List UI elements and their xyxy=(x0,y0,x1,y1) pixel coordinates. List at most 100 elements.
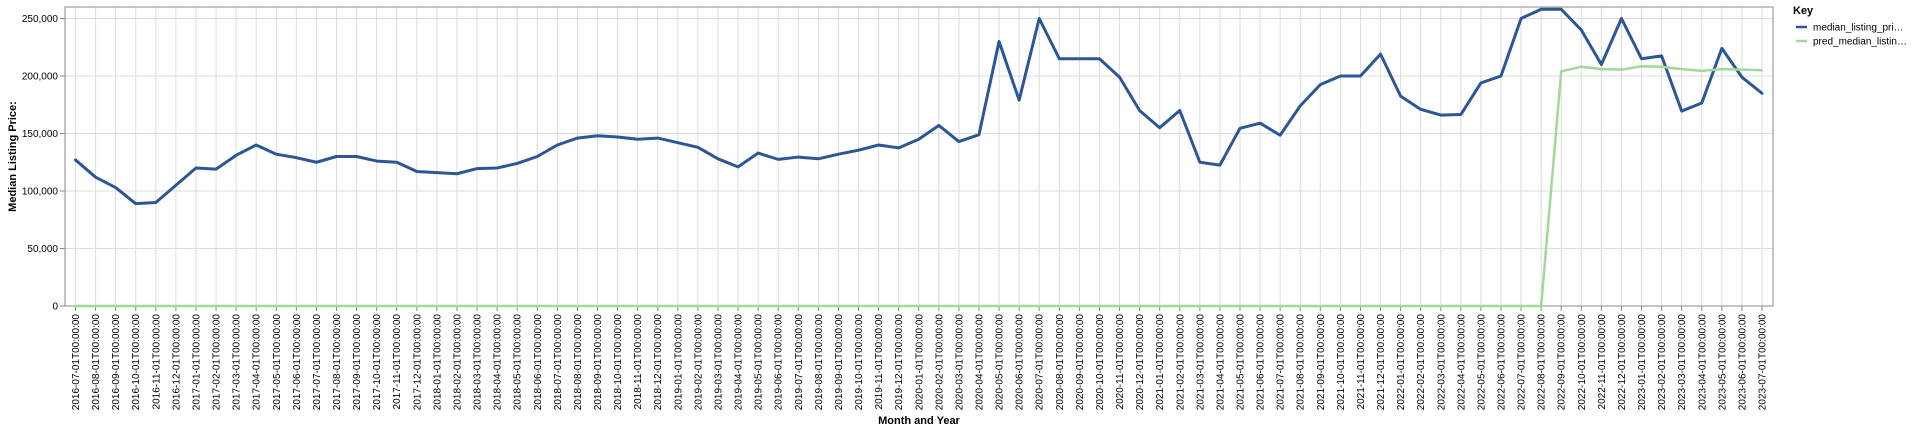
x-tick-label: 2019-09-01T00:00:00 xyxy=(834,314,845,411)
x-tick-label: 2016-12-01T00:00:00 xyxy=(171,314,182,411)
x-tick-label: 2021-06-01T00:00:00 xyxy=(1256,314,1267,411)
x-tick-label: 2018-09-01T00:00:00 xyxy=(593,314,604,411)
x-axis-ticks: 2016-07-01T00:00:00 2016-08-01T00:00:00 20… xyxy=(71,306,1769,410)
x-tick-label: 2023-01-01T00:00:00 xyxy=(1637,314,1648,411)
series-line-1 xyxy=(74,7,1764,206)
x-tick-label: 2021-10-01T00:00:00 xyxy=(1336,314,1347,411)
x-tick-label: 2020-12-01T00:00:00 xyxy=(1135,314,1146,411)
gridlines xyxy=(65,7,1773,307)
x-tick-label: 2018-04-01T00:00:00 xyxy=(493,314,504,411)
x-tick-label: 2019-02-01T00:00:00 xyxy=(693,314,704,411)
x-tick-label: 2018-01-01T00:00:00 xyxy=(432,314,443,411)
x-tick-label: 2022-03-01T00:00:00 xyxy=(1436,314,1447,411)
y-tick-label: 200,000 xyxy=(22,72,59,83)
x-tick-label: 2017-09-01T00:00:00 xyxy=(352,314,363,411)
x-tick-label: 2020-03-01T00:00:00 xyxy=(954,314,965,411)
x-tick-label: 2020-07-01T00:00:00 xyxy=(1035,314,1046,411)
x-tick-label: 2020-04-01T00:00:00 xyxy=(974,314,985,411)
x-tick-label: 2018-02-01T00:00:00 xyxy=(452,314,463,411)
x-axis-title: Month and Year xyxy=(878,415,960,427)
x-tick-label: 2018-08-01T00:00:00 xyxy=(573,314,584,411)
x-tick-label: 2022-09-01T00:00:00 xyxy=(1557,314,1568,411)
x-tick-label: 2022-01-01T00:00:00 xyxy=(1396,314,1407,411)
x-tick-label: 2016-10-01T00:00:00 xyxy=(131,314,142,411)
x-tick-label: 2021-09-01T00:00:00 xyxy=(1316,314,1327,411)
x-tick-label: 2020-11-01T00:00:00 xyxy=(1115,314,1126,410)
x-tick-label: 2019-03-01T00:00:00 xyxy=(713,314,724,411)
x-tick-label: 2019-06-01T00:00:00 xyxy=(774,314,785,411)
x-tick-label: 2020-05-01T00:00:00 xyxy=(995,314,1006,411)
y-tick-label: 0 xyxy=(52,302,58,313)
x-tick-label: 2022-12-01T00:00:00 xyxy=(1617,314,1628,411)
x-tick-label: 2022-06-01T00:00:00 xyxy=(1496,314,1507,411)
x-tick-label: 2022-10-01T00:00:00 xyxy=(1577,314,1588,411)
x-tick-label: 2023-06-01T00:00:00 xyxy=(1737,314,1748,411)
x-tick-label: 2020-09-01T00:00:00 xyxy=(1075,314,1086,411)
x-tick-label: 2017-06-01T00:00:00 xyxy=(292,314,303,411)
x-tick-label: 2021-08-01T00:00:00 xyxy=(1296,314,1307,411)
x-tick-label: 2017-01-01T00:00:00 xyxy=(191,314,202,411)
x-tick-label: 2022-05-01T00:00:00 xyxy=(1476,314,1487,411)
x-tick-label: 2022-02-01T00:00:00 xyxy=(1416,314,1427,411)
legend-label: median_listing_pri… xyxy=(1813,23,1904,34)
x-tick-label: 2017-11-01T00:00:00 xyxy=(392,314,403,410)
x-tick-label: 2017-10-01T00:00:00 xyxy=(372,314,383,411)
legend-label: pred_median_listin… xyxy=(1813,37,1907,48)
series-line-2 xyxy=(74,64,1764,308)
x-tick-label: 2017-05-01T00:00:00 xyxy=(272,314,283,411)
y-tick-label: 100,000 xyxy=(22,187,59,198)
x-tick-label: 2018-06-01T00:00:00 xyxy=(533,314,544,411)
x-tick-label: 2023-02-01T00:00:00 xyxy=(1657,314,1668,411)
x-tick-label: 2022-07-01T00:00:00 xyxy=(1517,314,1528,411)
x-tick-label: 2018-03-01T00:00:00 xyxy=(473,314,484,411)
y-tick-label: 150,000 xyxy=(22,129,59,140)
x-tick-label: 2019-10-01T00:00:00 xyxy=(854,314,865,411)
x-tick-label: 2018-07-01T00:00:00 xyxy=(553,314,564,411)
x-tick-label: 2020-08-01T00:00:00 xyxy=(1055,314,1066,411)
x-tick-label: 2019-11-01T00:00:00 xyxy=(874,314,885,410)
x-tick-label: 2021-04-01T00:00:00 xyxy=(1215,314,1226,411)
x-tick-label: 2018-12-01T00:00:00 xyxy=(653,314,664,411)
x-tick-label: 2021-05-01T00:00:00 xyxy=(1235,314,1246,411)
x-tick-label: 2020-02-01T00:00:00 xyxy=(934,314,945,411)
x-tick-label: 2017-04-01T00:00:00 xyxy=(252,314,263,411)
x-tick-label: 2019-07-01T00:00:00 xyxy=(794,314,805,411)
x-tick-label: 2018-11-01T00:00:00 xyxy=(633,314,644,410)
x-tick-label: 2016-09-01T00:00:00 xyxy=(111,314,122,411)
x-tick-label: 2022-11-01T00:00:00 xyxy=(1597,314,1608,410)
x-tick-label: 2019-12-01T00:00:00 xyxy=(894,314,905,411)
x-tick-label: 2017-03-01T00:00:00 xyxy=(232,314,243,411)
x-tick-label: 2021-12-01T00:00:00 xyxy=(1376,314,1387,411)
x-tick-label: 2022-08-01T00:00:00 xyxy=(1537,314,1548,411)
y-tick-label: 250,000 xyxy=(22,14,59,25)
x-tick-label: 2019-04-01T00:00:00 xyxy=(734,314,745,411)
x-tick-label: 2021-11-01T00:00:00 xyxy=(1356,314,1367,410)
x-tick-label: 2021-07-01T00:00:00 xyxy=(1276,314,1287,411)
x-tick-label: 2019-05-01T00:00:00 xyxy=(754,314,765,411)
x-tick-label: 2023-05-01T00:00:00 xyxy=(1717,314,1728,411)
x-tick-label: 2021-03-01T00:00:00 xyxy=(1195,314,1206,411)
series-lines xyxy=(74,7,1764,308)
x-tick-label: 2018-10-01T00:00:00 xyxy=(613,314,624,411)
x-tick-label: 2020-01-01T00:00:00 xyxy=(914,314,925,411)
x-tick-label: 2021-02-01T00:00:00 xyxy=(1175,314,1186,411)
x-tick-label: 2023-04-01T00:00:00 xyxy=(1697,314,1708,411)
x-tick-label: 2017-07-01T00:00:00 xyxy=(312,314,323,411)
legend-title: Key xyxy=(1793,5,1814,17)
y-axis-ticks: 0 50,000 100,000 150,000 200,000 250,000 xyxy=(22,14,65,313)
x-tick-label: 2020-06-01T00:00:00 xyxy=(1015,314,1026,411)
x-tick-label: 2023-03-01T00:00:00 xyxy=(1677,314,1688,411)
x-tick-label: 2018-05-01T00:00:00 xyxy=(513,314,524,411)
x-tick-label: 2019-01-01T00:00:00 xyxy=(673,314,684,411)
x-tick-label: 2017-12-01T00:00:00 xyxy=(412,314,423,411)
y-tick-label: 50,000 xyxy=(27,244,58,255)
y-axis-title: Median Listing Price: xyxy=(7,101,19,212)
x-tick-label: 2019-08-01T00:00:00 xyxy=(814,314,825,411)
x-tick-label: 2016-07-01T00:00:00 xyxy=(71,314,82,411)
x-tick-label: 2022-04-01T00:00:00 xyxy=(1456,314,1467,411)
x-tick-label: 2021-01-01T00:00:00 xyxy=(1155,314,1166,411)
legend: Key median_listing_pri… pred_median_listi… xyxy=(1793,5,1907,48)
x-tick-label: 2017-02-01T00:00:00 xyxy=(212,314,223,411)
x-tick-label: 2016-08-01T00:00:00 xyxy=(91,314,102,411)
